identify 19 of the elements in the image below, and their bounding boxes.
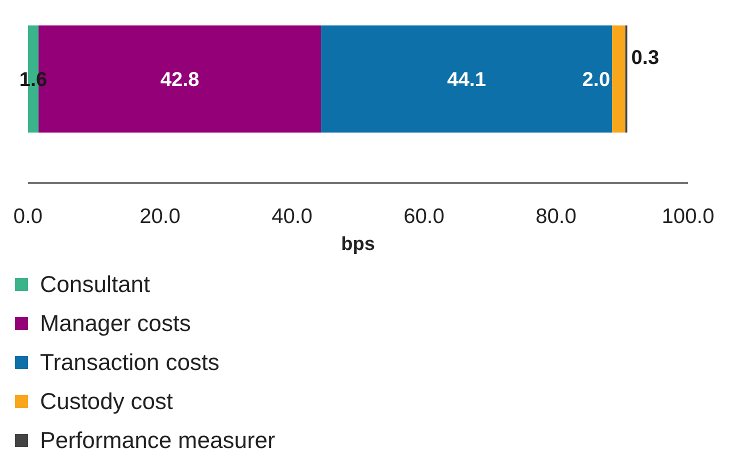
- bar: [321, 25, 612, 133]
- legend-label: Consultant: [40, 271, 151, 297]
- data-label: 44.1: [447, 69, 486, 91]
- x-tick-label: 20.0: [140, 205, 180, 228]
- data-label: 42.8: [160, 69, 200, 91]
- data-label: 0.3: [631, 47, 660, 69]
- data-label: 2.0: [582, 69, 610, 91]
- legend-label: Custody cost: [40, 388, 174, 414]
- x-axis-title: bps: [341, 234, 375, 255]
- bar: [612, 25, 626, 133]
- x-tick-label: 0.0: [13, 205, 43, 228]
- legend-label: Manager costs: [40, 310, 191, 336]
- x-tick-label: 100.0: [662, 205, 714, 228]
- data-label: 1.6: [19, 69, 48, 91]
- x-tick-label: 80.0: [536, 205, 576, 228]
- legend-label: Transaction costs: [40, 349, 220, 375]
- legend-label: Performance measurer: [40, 427, 276, 453]
- x-tick-label: 40.0: [272, 205, 312, 228]
- x-tick-label: 60.0: [404, 205, 444, 228]
